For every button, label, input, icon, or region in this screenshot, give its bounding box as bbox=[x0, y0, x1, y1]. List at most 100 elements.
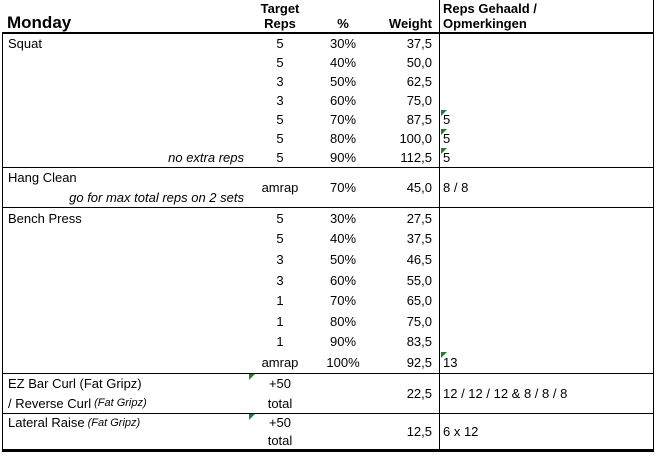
bench-reps-cell[interactable]: 5 bbox=[276, 231, 284, 247]
bench-pct-cell[interactable]: 90% bbox=[329, 334, 357, 350]
empty-cell[interactable] bbox=[3, 332, 248, 353]
bench-result-cell[interactable] bbox=[439, 331, 653, 353]
header-results-cell[interactable]: Reps Gehaald / Opmerkingen bbox=[439, 0, 653, 32]
bench-reps-cell[interactable]: 1 bbox=[276, 293, 284, 309]
bench-weight-cell[interactable]: 27,5 bbox=[406, 210, 432, 226]
empty-cell[interactable] bbox=[3, 53, 248, 72]
squat-pct-cell[interactable]: 50% bbox=[329, 74, 357, 89]
empty-cell[interactable] bbox=[3, 91, 248, 110]
squat-reps-cell[interactable]: 5 bbox=[276, 55, 284, 70]
hang-clean-weight-cell[interactable]: 45,0 bbox=[406, 180, 432, 195]
squat-result-cell[interactable] bbox=[439, 34, 653, 53]
bench-weight-cell[interactable]: 75,0 bbox=[406, 313, 432, 329]
squat-name-cell[interactable]: Squat bbox=[8, 36, 42, 51]
ez-curl-name-cell[interactable]: EZ Bar Curl (Fat Gripz) bbox=[8, 376, 142, 391]
header-target-reps-cell[interactable]: Target Reps bbox=[248, 0, 312, 32]
hang-clean-name-cell[interactable]: Hang Clean bbox=[8, 170, 77, 186]
lateral-raise-pct-cell[interactable] bbox=[312, 414, 374, 449]
header-percent-cell[interactable]: % bbox=[312, 0, 374, 32]
squat-weight-cell[interactable]: 37,5 bbox=[406, 36, 432, 51]
squat-reps-cell[interactable]: 5 bbox=[276, 131, 284, 146]
bench-result-cell[interactable] bbox=[439, 290, 653, 311]
header-weight-cell[interactable]: Weight bbox=[374, 0, 439, 32]
squat-result-cell[interactable] bbox=[439, 53, 653, 72]
empty-cell[interactable] bbox=[3, 229, 248, 250]
bench-pct-cell[interactable]: 50% bbox=[329, 251, 357, 267]
bench-result-cell[interactable]: 13 bbox=[439, 352, 653, 373]
squat-weight-cell[interactable]: 87,5 bbox=[406, 112, 432, 127]
squat-pct-cell[interactable]: 30% bbox=[329, 36, 357, 51]
squat-weight-cell[interactable]: 50,0 bbox=[406, 55, 432, 70]
bench-reps-cell[interactable]: amrap bbox=[261, 354, 299, 370]
bench-reps-cell[interactable]: 5 bbox=[276, 210, 284, 226]
squat-weight-cell[interactable]: 62,5 bbox=[406, 74, 432, 89]
bench-weight-cell[interactable]: 65,0 bbox=[406, 293, 432, 309]
lateral-raise-reps-cell[interactable]: +50 bbox=[248, 413, 312, 432]
ez-curl-total-cell[interactable]: total bbox=[267, 395, 293, 411]
bench-reps-cell[interactable]: 1 bbox=[276, 313, 284, 329]
ez-curl-result-cell[interactable]: 12 / 12 / 12 & 8 / 8 / 8 bbox=[439, 373, 653, 413]
squat-result-cell[interactable] bbox=[439, 72, 653, 91]
bench-pct-cell[interactable]: 70% bbox=[329, 293, 357, 309]
squat-note-cell[interactable]: no extra reps bbox=[168, 150, 244, 165]
bench-reps-cell[interactable]: 3 bbox=[276, 272, 284, 288]
bench-result-cell[interactable] bbox=[439, 269, 653, 291]
squat-result-cell[interactable] bbox=[439, 91, 653, 110]
bench-pct-cell[interactable]: 30% bbox=[329, 210, 357, 226]
hang-clean-pct-cell[interactable]: 70% bbox=[329, 180, 357, 195]
squat-reps-cell[interactable]: 3 bbox=[276, 74, 284, 89]
empty-cell[interactable] bbox=[3, 311, 248, 332]
squat-weight-cell[interactable]: 112,5 bbox=[400, 150, 432, 165]
ez-curl-pct-cell[interactable] bbox=[312, 374, 374, 413]
bench-reps-cell[interactable]: 3 bbox=[276, 251, 284, 267]
empty-cell[interactable] bbox=[3, 290, 248, 311]
lateral-raise-result-cell[interactable]: 6 x 12 bbox=[439, 413, 653, 449]
bench-result-cell[interactable] bbox=[439, 249, 653, 270]
bench-pct-cell[interactable]: 80% bbox=[329, 313, 357, 329]
bench-result-cell[interactable] bbox=[439, 310, 653, 332]
empty-cell[interactable] bbox=[3, 110, 248, 129]
squat-reps-cell[interactable]: 5 bbox=[276, 150, 284, 165]
bench-result-cell[interactable] bbox=[439, 228, 653, 250]
bench-weight-cell[interactable]: 37,5 bbox=[406, 231, 432, 247]
squat-reps-cell[interactable]: 3 bbox=[276, 93, 284, 108]
empty-cell[interactable] bbox=[3, 249, 248, 270]
squat-reps-cell[interactable]: 5 bbox=[276, 36, 284, 51]
squat-weight-cell[interactable]: 75,0 bbox=[406, 93, 432, 108]
lateral-raise-name-cell[interactable]: Lateral Raise (Fat Gripz) bbox=[3, 414, 248, 432]
empty-cell[interactable] bbox=[3, 431, 248, 449]
empty-cell[interactable] bbox=[3, 352, 248, 373]
squat-result-cell[interactable]: 5 bbox=[439, 148, 653, 167]
squat-result-cell[interactable]: 5 bbox=[439, 110, 653, 129]
bench-weight-cell[interactable]: 92,5 bbox=[406, 354, 432, 370]
bench-result-cell[interactable] bbox=[439, 208, 653, 229]
empty-cell[interactable] bbox=[3, 72, 248, 91]
lateral-raise-weight-cell[interactable]: 12,5 bbox=[406, 423, 432, 439]
squat-pct-cell[interactable]: 40% bbox=[329, 55, 357, 70]
header-day-cell[interactable]: Monday bbox=[2, 0, 248, 32]
ez-curl-weight-cell[interactable]: 22,5 bbox=[406, 385, 432, 401]
bench-reps-cell[interactable]: 1 bbox=[276, 334, 284, 350]
squat-weight-cell[interactable]: 100,0 bbox=[399, 131, 432, 146]
bench-name-cell[interactable]: Bench Press bbox=[8, 210, 82, 226]
empty-cell[interactable] bbox=[3, 129, 248, 148]
hang-clean-note-cell[interactable]: go for max total reps on 2 sets bbox=[69, 189, 244, 205]
squat-pct-cell[interactable]: 60% bbox=[329, 93, 357, 108]
bench-weight-cell[interactable]: 46,5 bbox=[406, 251, 432, 267]
bench-weight-cell[interactable]: 55,0 bbox=[406, 272, 432, 288]
reverse-curl-name-cell[interactable]: / Reverse Curl (Fat Gripz) bbox=[3, 393, 248, 413]
hang-clean-reps-cell[interactable]: amrap bbox=[261, 180, 299, 195]
squat-pct-cell[interactable]: 80% bbox=[329, 131, 357, 146]
squat-pct-cell[interactable]: 70% bbox=[329, 112, 357, 127]
bench-weight-cell[interactable]: 83,5 bbox=[406, 334, 432, 350]
squat-reps-cell[interactable]: 5 bbox=[276, 112, 284, 127]
lateral-raise-total-cell[interactable]: total bbox=[267, 432, 293, 448]
ez-curl-reps-cell[interactable]: +50 bbox=[248, 373, 312, 394]
hang-clean-result-cell[interactable]: 8 / 8 bbox=[439, 168, 653, 207]
bench-pct-cell[interactable]: 60% bbox=[329, 272, 357, 288]
empty-cell[interactable] bbox=[3, 270, 248, 291]
squat-result-cell[interactable]: 5 bbox=[439, 129, 653, 148]
bench-pct-cell[interactable]: 40% bbox=[329, 231, 357, 247]
squat-pct-cell[interactable]: 90% bbox=[329, 150, 357, 165]
bench-pct-cell[interactable]: 100% bbox=[326, 354, 360, 370]
